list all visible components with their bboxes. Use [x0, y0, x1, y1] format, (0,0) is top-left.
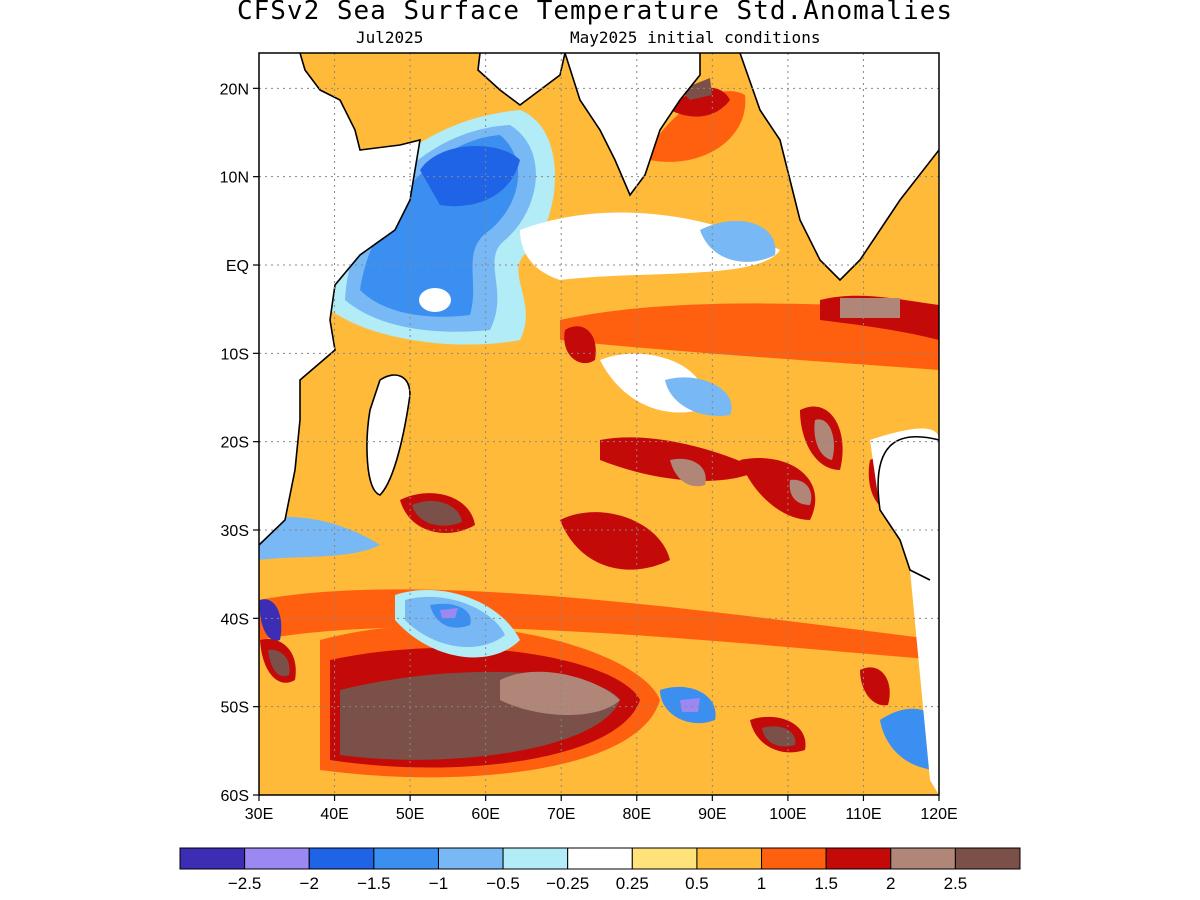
land-madagascar	[367, 375, 410, 495]
colorbar-swatch	[696, 847, 763, 870]
colorbar-label: 1	[757, 874, 766, 893]
x-tick-label: 100E	[769, 806, 806, 823]
field-chain2-red	[740, 458, 816, 520]
field-chain5-red	[560, 512, 670, 570]
y-tick-label: 40S	[221, 611, 249, 628]
field-south-purple	[440, 608, 458, 618]
colorbar-swatch	[373, 847, 439, 870]
colorbar-swatch	[954, 847, 1021, 870]
field-south4-red	[860, 667, 890, 706]
colorbar-swatch	[825, 847, 892, 870]
x-tick-label: 120E	[920, 806, 957, 823]
field-equatorial-blue	[700, 220, 776, 262]
chart-subtitle-month: Jul2025	[356, 28, 424, 47]
x-tick-label: 90E	[698, 806, 726, 823]
field-chain3-tan	[814, 419, 835, 460]
colorbar-swatch	[761, 847, 827, 870]
field-central-red	[564, 326, 596, 364]
x-axis: 30E 40E 50E 60E 70E 80E 90E 100E 110E 120E	[245, 795, 958, 823]
colorbar-label: 2.5	[944, 874, 968, 893]
y-tick-label: 10S	[221, 346, 249, 363]
grid-lines	[259, 53, 939, 795]
colorbar-swatch	[502, 847, 569, 870]
field-arabian-white	[419, 288, 451, 312]
coast-africa	[259, 53, 421, 546]
field-patch-se-tan	[500, 671, 620, 715]
x-tick-label: 60E	[471, 806, 499, 823]
x-tick-label: 50E	[396, 806, 424, 823]
coastlines	[259, 53, 939, 581]
field-sw-corner-dark	[259, 599, 282, 641]
y-tick-label: 50S	[221, 700, 249, 717]
field-sw2-brown	[268, 649, 290, 677]
field-sw-brown	[412, 501, 462, 526]
land-india	[565, 53, 700, 195]
coast-india	[564, 53, 701, 197]
x-tick-label: 40E	[320, 806, 348, 823]
coast-southeast-asia	[739, 53, 939, 282]
x-tick-label: 70E	[547, 806, 575, 823]
coast-madagascar	[366, 374, 411, 496]
field-midlat-blue	[665, 377, 732, 416]
chart-title: CFSv2 Sea Surface Temperature Std.Anomal…	[236, 0, 954, 26]
colorbar-swatch	[437, 847, 504, 870]
colorbar-label: 0.25	[616, 874, 649, 893]
x-tick-label: 110E	[845, 806, 881, 823]
colorbar-label: −0.25	[546, 874, 589, 893]
y-tick-label: 30S	[221, 523, 249, 540]
field-chain2-tan	[789, 479, 812, 505]
field-south3-brown	[762, 726, 796, 747]
land-arabia	[330, 53, 565, 105]
colorbar-label: −2.5	[228, 874, 262, 893]
colorbar-label: 1.5	[814, 874, 838, 893]
field-se-corner-blue	[880, 708, 939, 770]
colorbar: −2.5 −2 −1.5 −1 −0.5 −0.25 0.25 0.5 1 1.5 2 2.5	[179, 847, 1021, 893]
y-tick-label: 60S	[221, 788, 249, 805]
field-arabian-dark	[420, 146, 520, 207]
land-southeast-asia	[740, 53, 939, 280]
colorbar-label: 2	[886, 874, 895, 893]
colorbar-label: −0.5	[486, 874, 520, 893]
x-tick-label: 30E	[245, 806, 273, 823]
colorbar-label: 0.5	[685, 874, 709, 893]
y-tick-label: 20S	[221, 435, 249, 452]
field-chain1-tan	[670, 458, 706, 487]
y-tick-label: 10N	[220, 170, 249, 187]
colorbar-swatch	[890, 847, 956, 870]
y-tick-label: EQ	[226, 258, 249, 275]
colorbar-swatch	[308, 847, 375, 870]
colorbar-label: −1	[429, 874, 448, 893]
colorbar-swatch	[244, 847, 310, 870]
anomaly-field	[259, 53, 939, 795]
field-sw-corner-blue	[259, 516, 380, 560]
y-tick-label: 20N	[220, 81, 249, 98]
x-tick-label: 80E	[623, 806, 651, 823]
colorbar-label: −1.5	[357, 874, 391, 893]
y-axis: 20N 10N EQ 10S 20S 30S 40S 50S 60S	[220, 81, 259, 805]
colorbar-swatch	[631, 847, 698, 870]
colorbar-label: −2	[300, 874, 319, 893]
coast-australia	[877, 436, 939, 581]
chart-subtitle-init: May2025 initial conditions	[570, 28, 821, 47]
field-bengal-red	[670, 87, 730, 117]
field-bengal-brown	[680, 78, 712, 100]
field-indonesia-tan	[840, 298, 900, 318]
field-south2-purple	[680, 698, 700, 712]
plot-frame	[258, 52, 940, 796]
field-bengal-orange	[650, 91, 746, 162]
colorbar-swatch	[179, 847, 246, 870]
colorbar-swatch	[567, 847, 633, 870]
